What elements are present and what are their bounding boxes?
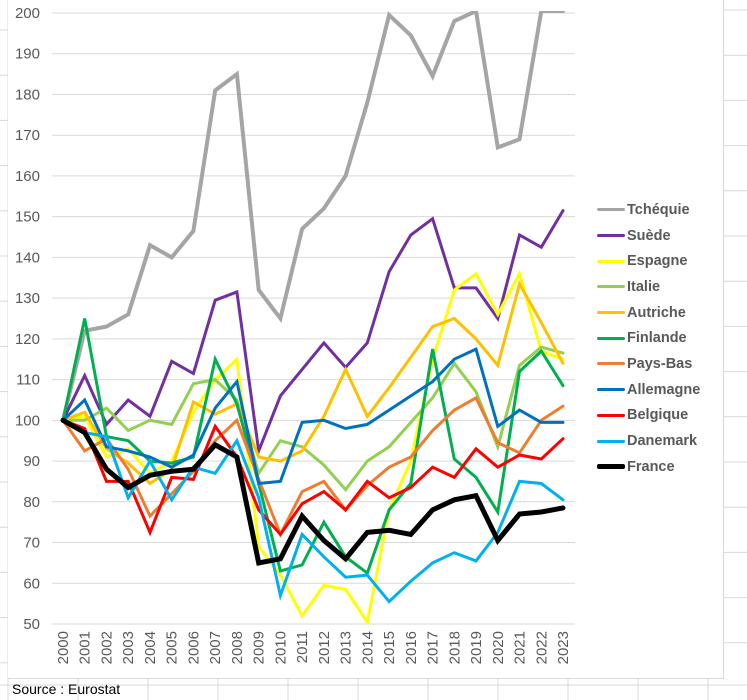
x-tick-label: 2018 [446,631,463,664]
legend-item: Espagne [597,248,700,274]
x-tick-label: 2003 [120,631,137,664]
legend-swatch [597,208,625,212]
y-tick-label: 60 [23,575,40,592]
y-tick-label: 140 [15,249,40,266]
legend-item: Belgique [597,403,700,429]
x-tick-label: 2001 [77,631,94,664]
legend-swatch [597,311,625,315]
x-tick-label: 2021 [512,631,529,664]
x-tick-label: 2005 [164,631,181,664]
legend-label: Belgique [627,407,689,424]
y-tick-label: 150 [15,209,40,226]
legend-swatch [597,439,625,443]
legend-label: Autriche [627,304,686,321]
legend-swatch [597,285,625,289]
legend-label: Tchéquie [627,201,690,218]
y-tick-label: 160 [15,168,40,185]
legend-label: France [627,458,675,475]
y-tick-label: 100 [15,412,40,429]
x-tick-label: 2011 [294,631,311,663]
legend: Tchéquie Suède Espagne Italie Autriche Finlan… [597,197,700,480]
legend-swatch [597,413,625,417]
y-tick-label: 70 [23,535,40,552]
y-tick-label: 80 [23,494,40,511]
x-tick-label: 2019 [468,631,485,664]
legend-swatch [597,464,625,470]
y-tick-label: 50 [23,616,40,633]
legend-item: Suède [597,223,700,249]
legend-swatch [597,362,625,366]
series-line-allemagne [61,346,565,486]
x-axis-ticks: 2000 2001 2002 2003 2004 2005 2006 2007 2008 2009… [55,631,572,664]
x-tick-label: 2000 [55,631,72,664]
legend-item: Italie [597,274,700,300]
x-tick-label: 2009 [251,631,268,664]
x-tick-label: 2002 [98,631,115,664]
source-note: Source : Eurostat [12,681,121,697]
series-line-italie [61,345,565,492]
y-tick-label: 190 [15,46,40,63]
x-tick-label: 2016 [403,631,420,664]
x-tick-label: 2007 [207,631,224,664]
series-line-france [60,417,566,566]
x-tick-label: 2022 [533,631,550,664]
series-line-su-de [61,209,565,457]
y-tick-label: 120 [15,331,40,348]
x-tick-label: 2012 [316,631,333,664]
legend-item: Danemark [597,428,700,454]
legend-label: Danemark [627,433,698,450]
legend-item: Autriche [597,300,700,326]
legend-item: Allemagne [597,377,700,403]
series-line-pays-bas [61,395,565,539]
y-tick-label: 180 [15,86,40,103]
x-tick-label: 2017 [425,631,442,664]
series-lines [60,11,566,626]
legend-item: Tchéquie [597,197,700,223]
legend-item: France [597,454,700,480]
y-tick-label: 130 [15,290,40,307]
y-tick-label: 200 [15,5,40,22]
x-tick-label: 2010 [272,631,289,664]
series-line-belgique [61,418,565,537]
y-tick-label: 170 [15,127,40,144]
legend-item: Pays-Bas [597,351,700,377]
y-tick-label: 90 [23,453,40,470]
x-tick-label: 2023 [555,631,572,664]
x-tick-label: 2020 [490,631,507,664]
x-tick-label: 2004 [142,631,159,664]
x-tick-label: 2008 [229,631,246,664]
series-line-danemark [61,418,565,604]
legend-swatch [597,388,625,392]
legend-label: Italie [627,278,661,295]
legend-swatch [597,259,625,263]
y-tick-label: 110 [16,372,40,389]
legend-swatch [597,234,625,238]
y-axis-ticks: 50 60 70 80 90 100 110 120 130 140 150 160 170 180 190… [15,5,40,633]
legend-item: Finlande [597,325,700,351]
legend-label: Finlande [627,330,687,347]
x-tick-label: 2013 [338,631,355,664]
x-tick-label: 2014 [359,631,376,664]
legend-label: Espagne [627,253,688,270]
legend-label: Pays-Bas [627,355,693,372]
legend-label: Allemagne [627,381,701,398]
legend-label: Suède [627,227,671,244]
series-line-tch-quie [61,11,565,423]
x-tick-label: 2006 [185,631,202,664]
legend-swatch [597,336,625,340]
x-tick-label: 2015 [381,631,398,664]
